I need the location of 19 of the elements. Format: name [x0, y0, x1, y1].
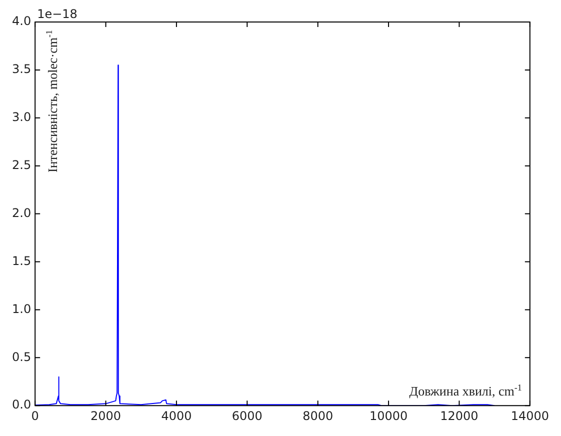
y-tick-label: 0.0	[12, 398, 32, 412]
x-tick-label: 8000	[302, 408, 334, 423]
y-tick-label: 2.0	[12, 206, 32, 220]
y-axis-title: Інтенсивність, molec·cm-1	[44, 30, 60, 172]
text: 1e−18	[37, 7, 78, 22]
y-tick-label: 3.5	[12, 62, 32, 76]
y-tick-label: 1.5	[12, 254, 32, 268]
x-tick-label: 2000	[90, 408, 122, 423]
y-tick-label: 3.0	[12, 110, 32, 124]
x-tick-label: 4000	[161, 408, 192, 423]
x-tick-label: 12000	[440, 408, 478, 423]
y-tick-label: 4.0	[12, 14, 32, 28]
x-tick-label: 10000	[369, 408, 408, 423]
y-tick-label: 1.0	[12, 302, 32, 316]
x-tick-label: 6000	[232, 408, 262, 423]
x-tick-label: 14000	[510, 408, 550, 423]
y-tick-label: 0.5	[12, 350, 32, 364]
y-tick-label: 2.5	[12, 158, 32, 172]
x-tick-label: 0	[31, 408, 39, 423]
